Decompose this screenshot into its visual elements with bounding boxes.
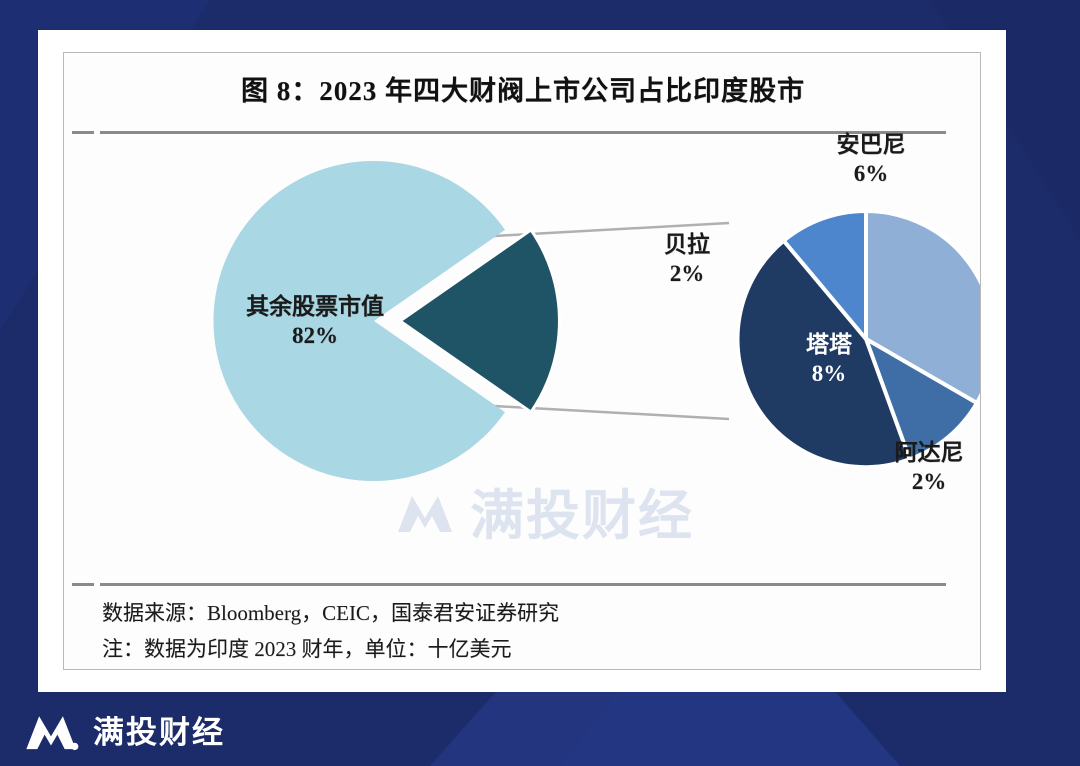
label-birla-value: 2% <box>669 260 705 286</box>
primary-pie <box>213 161 561 481</box>
primary-slice-conglomerates[interactable] <box>397 227 561 415</box>
pie-of-pie-chart: 满投财经 其余股票市值 82% 安巴尼 6% 贝拉 2% 塔塔 8% <box>64 132 980 581</box>
chart-card-inner: 图 8：2023 年四大财阀上市公司占比印度股市 <box>63 52 981 670</box>
label-others-name: 其余股票市值 <box>246 294 384 319</box>
title-divider-tick <box>72 131 94 134</box>
label-adani-name: 阿达尼 <box>894 440 964 465</box>
footer-divider <box>100 583 946 586</box>
label-ambani: 安巴尼 6% <box>806 131 936 189</box>
secondary-slice-birla[interactable] <box>780 208 868 345</box>
primary-slice-others[interactable] <box>213 161 505 481</box>
secondary-slice-tata[interactable] <box>735 237 913 470</box>
label-others-value: 82% <box>292 322 338 348</box>
label-tata: 塔塔 8% <box>774 331 884 389</box>
footer-divider-tick <box>72 583 94 586</box>
label-tata-name: 塔塔 <box>806 332 852 357</box>
chart-card: 图 8：2023 年四大财阀上市公司占比印度股市 <box>38 30 1006 692</box>
label-adani: 阿达尼 2% <box>864 439 980 497</box>
label-ambani-name: 安巴尼 <box>836 132 906 157</box>
secondary-pie <box>735 208 980 470</box>
label-tata-value: 8% <box>811 360 847 386</box>
brand-text: 满投财经 <box>93 715 225 750</box>
secondary-slice-adani[interactable] <box>862 334 980 462</box>
label-ambani-value: 6% <box>853 160 889 186</box>
label-others: 其余股票市值 82% <box>240 293 390 351</box>
mountain-m-icon <box>26 715 79 750</box>
page-title: 图 8：2023 年四大财阀上市公司占比印度股市 <box>241 76 805 106</box>
footnotes: 数据来源：Bloomberg，CEIC，国泰君安证券研究 注：数据为印度 202… <box>102 595 942 667</box>
title-divider <box>100 131 946 134</box>
label-birla-name: 贝拉 <box>664 232 710 257</box>
footnote-source: 数据来源：Bloomberg，CEIC，国泰君安证券研究 <box>102 601 559 625</box>
label-birla: 贝拉 2% <box>632 231 742 289</box>
label-adani-value: 2% <box>911 468 947 494</box>
footnote-note: 注：数据为印度 2023 财年，单位：十亿美元 <box>102 637 512 662</box>
brand-logo: 满投财经 <box>22 707 225 752</box>
